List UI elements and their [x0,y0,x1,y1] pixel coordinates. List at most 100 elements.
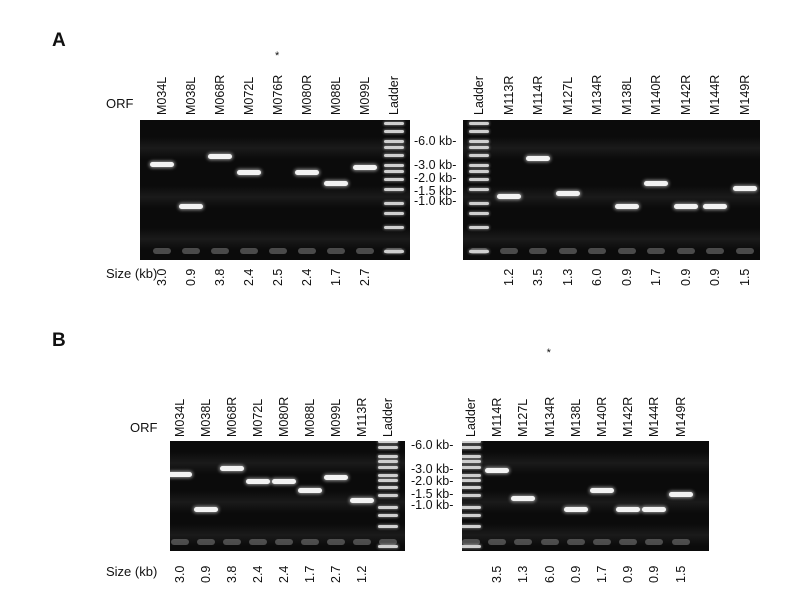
ladder-band [384,250,404,253]
gel-smear [170,490,405,513]
ladder-band [462,454,481,458]
gel-well [298,248,316,254]
size-label: Size (kb) [106,564,158,579]
ladder-band [462,459,481,463]
dna-band [324,475,348,481]
size-value: 1.3 [560,268,575,286]
dna-band [298,488,322,494]
size-marker-label: -1.5 kb- [411,487,454,501]
dna-band [511,496,536,502]
ladder-band [384,225,404,229]
size-value: 3.8 [225,565,239,583]
dna-band [642,506,667,512]
dna-band [237,169,261,175]
gel-well [269,248,287,254]
lane-label: M144R [647,396,662,437]
size-value: 1.7 [649,268,663,286]
lane-label: M114R [490,397,505,437]
ladder-band [469,211,489,215]
gel-smear [463,228,760,250]
size-value: 2.7 [358,268,372,286]
ladder-band [462,525,481,529]
gel-well [462,539,480,545]
lane-label: Ladder [387,76,401,115]
lane-label: M080R [277,396,291,437]
lane-label: M068R [213,74,227,115]
size-value: 1.3 [516,565,531,583]
lane-label: M142R [678,74,693,115]
lane-label: M072L [242,76,256,115]
ladder-band [384,153,404,157]
gel-smear [170,452,405,474]
ladder-band [378,513,398,517]
lane-label: M068R [225,396,239,437]
gel-well [379,539,397,545]
lane-label: M134R [590,74,604,115]
size-value: 0.9 [647,565,662,583]
gel-well [171,539,189,545]
size-marker-label: -3.0 kb- [414,158,457,172]
dna-band [295,169,319,175]
ladder-band [378,485,398,489]
dna-band [353,165,377,171]
size-marker-label: -2.0 kb- [414,171,457,185]
significance-star: * [275,50,280,62]
gel-well [735,248,754,254]
panel-letter-a: A [52,30,66,51]
lane-label: Ladder [381,398,395,437]
dna-band [208,153,232,159]
ladder-band [462,513,481,517]
dna-band [485,467,510,473]
gel-well [182,248,200,254]
gel-well [617,248,636,254]
gel-image [462,441,709,551]
size-value: 1.2 [355,565,369,583]
gel-image [170,441,405,551]
size-value: 0.9 [619,268,634,286]
gel-well [211,248,229,254]
size-value: 3.0 [155,268,169,286]
size-value: 3.5 [531,268,545,286]
ladder-band [378,479,398,483]
ladder-band [462,441,481,443]
size-value: 0.9 [568,565,583,583]
lane-label: M113R [355,397,369,437]
lane-label: M088L [303,398,317,437]
gel-well [514,539,533,545]
gel-well [197,539,215,545]
lane-label: M140R [649,74,663,115]
gel-well [671,539,690,545]
ladder-band [469,250,489,253]
size-marker-label: -3.0 kb- [411,462,454,476]
ladder-band [462,474,481,478]
ladder-band [378,545,398,548]
gel-well [275,539,293,545]
ladder-band [378,454,398,458]
size-value: 0.9 [708,268,722,286]
ladder-band [462,493,481,497]
dna-band [246,478,270,484]
dna-band [170,472,192,478]
gel-well [566,539,585,545]
gel-well [647,248,665,254]
gel-well [356,248,374,254]
ladder-band [462,505,481,509]
size-value: 3.8 [213,268,227,286]
gel-well [558,248,577,254]
gel-smear [140,137,410,159]
size-label: Size (kb) [106,266,158,281]
lane-label: M140R [595,396,609,437]
dna-band [616,506,641,512]
ladder-band [384,163,404,167]
size-value: 2.4 [251,565,265,583]
gel-smear [462,523,709,546]
size-value: 0.9 [184,268,198,286]
gel-image [140,120,410,260]
lane-label: M127L [516,398,531,437]
lane-label: M149R [673,396,688,437]
lane-label: M088L [329,76,343,115]
ladder-band [378,474,398,478]
dna-band [194,506,218,512]
ladder-band [384,122,404,125]
ladder-band [384,146,404,150]
